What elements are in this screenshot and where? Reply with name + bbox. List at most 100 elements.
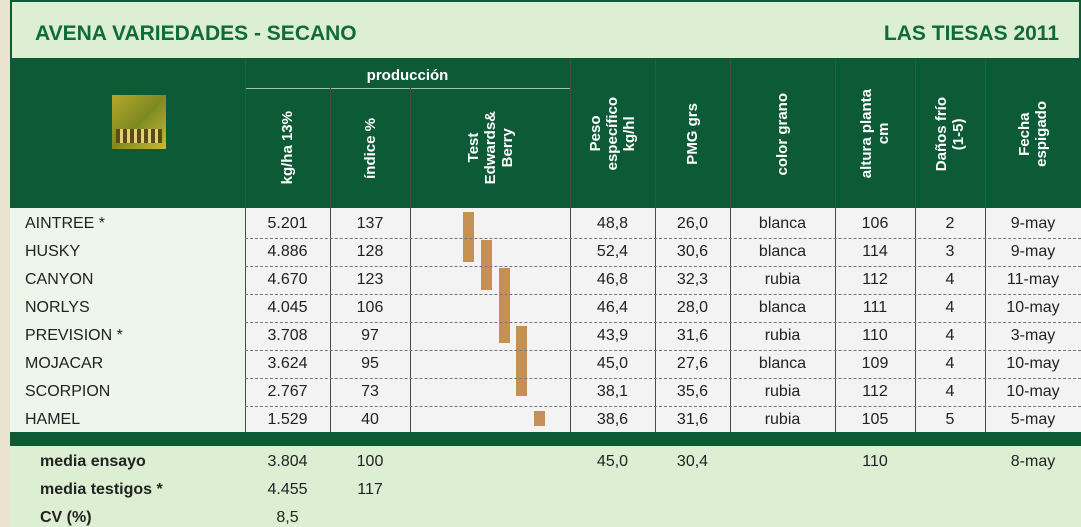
cell: 4 xyxy=(945,383,955,400)
header-line: kg/hl xyxy=(621,116,638,152)
cell: 109 xyxy=(861,355,889,372)
col-line xyxy=(985,60,986,432)
group-bar xyxy=(534,411,545,426)
row-line xyxy=(245,378,1081,379)
row-line xyxy=(245,238,1081,239)
header-line: cm xyxy=(875,123,892,145)
col-line xyxy=(730,60,731,432)
cell: 52,4 xyxy=(596,243,629,260)
names-bg xyxy=(10,208,245,432)
summary-label: media ensayo xyxy=(40,453,146,470)
group-header: producción xyxy=(366,66,449,84)
header-text: índice % xyxy=(362,118,379,179)
row-line xyxy=(245,294,1081,295)
column-header: altura planta cm xyxy=(835,64,915,204)
cell: 112 xyxy=(862,383,888,400)
cell: 95 xyxy=(361,355,379,372)
cell: 4 xyxy=(945,299,955,316)
cell: 38,1 xyxy=(596,383,629,400)
cell: 114 xyxy=(862,243,888,260)
header-line: Fecha xyxy=(1016,112,1033,156)
cell: 128 xyxy=(356,243,384,260)
separator xyxy=(10,432,1081,446)
header-line: Berry xyxy=(498,128,516,168)
cells-bg xyxy=(245,208,1081,432)
cell: rubia xyxy=(764,383,801,400)
summary-label: CV (%) xyxy=(40,509,92,526)
header-line: (1-5) xyxy=(950,118,967,150)
cell: blanca xyxy=(758,355,807,372)
summary-cell: 30,4 xyxy=(676,453,709,470)
row-name: CANYON xyxy=(25,271,94,288)
title: AVENA VARIEDADES - SECANO xyxy=(35,22,357,45)
summary-cell: 3.804 xyxy=(267,453,308,470)
col-line xyxy=(330,88,331,432)
cell: 48,8 xyxy=(596,215,629,232)
header-line: índice % xyxy=(361,117,379,179)
row-line xyxy=(245,350,1081,351)
column-header: Peso específico kg/hl xyxy=(570,64,655,204)
cell: 9-may xyxy=(1010,243,1056,260)
header-line: PMG grs xyxy=(684,103,701,165)
header-line: Peso xyxy=(587,116,604,152)
row-line xyxy=(245,406,1081,407)
cell: 5-may xyxy=(1010,411,1056,428)
group-bar xyxy=(499,268,510,343)
cell: 35,6 xyxy=(676,383,709,400)
cell: 9-may xyxy=(1010,215,1056,232)
row-name: PREVISION * xyxy=(25,327,123,344)
header-text: Peso específico kg/hl xyxy=(587,97,638,170)
row-name: SCORPION xyxy=(25,383,111,400)
header-text: PMG grs xyxy=(684,103,701,165)
cell: 10-may xyxy=(1006,383,1060,400)
summary-cell: 8,5 xyxy=(276,509,299,526)
cell: 10-may xyxy=(1006,355,1060,372)
col-line xyxy=(245,60,246,432)
cell: 106 xyxy=(356,299,384,316)
summary-label: media testigos * xyxy=(40,481,163,498)
summary-cell: 45,0 xyxy=(596,453,629,470)
header-line: altura planta xyxy=(858,89,875,179)
cell: 1.529 xyxy=(267,411,308,428)
header-row xyxy=(10,60,1081,208)
group-bar xyxy=(481,240,492,290)
column-header: color grano xyxy=(730,64,835,204)
cell: 2 xyxy=(945,215,955,232)
header-line: color grano xyxy=(774,92,791,176)
cell: 3.624 xyxy=(267,355,308,372)
cell: 43,9 xyxy=(596,327,629,344)
row-name: AINTREE * xyxy=(25,215,106,232)
cell: 31,6 xyxy=(676,411,709,428)
cell: 123 xyxy=(356,271,384,288)
cell: 2.767 xyxy=(267,383,308,400)
group-bar xyxy=(516,326,527,396)
cell: 31,6 xyxy=(676,327,709,344)
col-line xyxy=(410,88,411,432)
header-text: altura planta cm xyxy=(858,89,892,178)
row-name: NORLYS xyxy=(25,299,90,316)
header-text: kg/ha 13% xyxy=(279,111,296,184)
cell: 46,8 xyxy=(596,271,629,288)
location: LAS TIESAS 2011 xyxy=(883,22,1059,45)
header-line: kg/ha 13% xyxy=(279,111,296,185)
cell: 111 xyxy=(862,299,888,316)
summary-bg xyxy=(10,446,1081,527)
cell: 4 xyxy=(945,271,955,288)
cell: 30,6 xyxy=(676,243,709,260)
row-line xyxy=(245,322,1081,323)
group-line xyxy=(245,88,570,89)
cell: 106 xyxy=(861,215,889,232)
column-header: Test Edwards& Berry xyxy=(410,92,570,204)
row-name: MOJACAR xyxy=(25,355,104,372)
group-bar xyxy=(463,212,474,262)
title-bar xyxy=(10,0,1081,60)
column-header: Daños frío (1-5) xyxy=(915,64,985,204)
cell: 4.670 xyxy=(267,271,308,288)
header-line: Edwards& xyxy=(481,111,499,185)
cell: blanca xyxy=(758,299,807,316)
cell: 45,0 xyxy=(596,355,629,372)
cell: 110 xyxy=(862,327,888,344)
logo xyxy=(112,95,166,149)
column-header: índice % xyxy=(330,92,410,204)
